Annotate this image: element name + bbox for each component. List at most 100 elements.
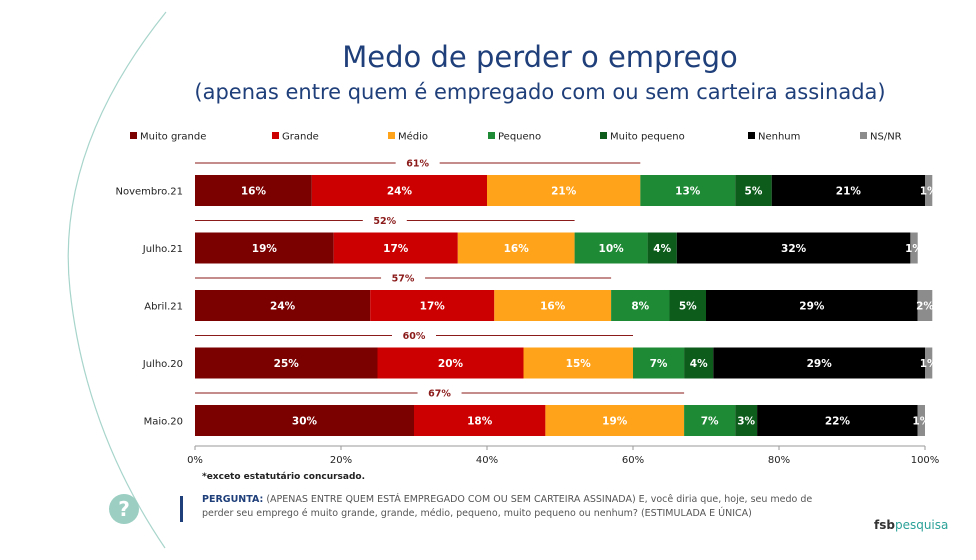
bar-segment	[311, 175, 487, 206]
bar-segment	[684, 347, 714, 379]
bar-segment	[917, 405, 925, 436]
data-label: 13%	[675, 186, 701, 198]
legend-label: Muito grande	[140, 132, 206, 143]
data-label: 7%	[650, 358, 668, 370]
footnote: *exceto estatutário concursado.	[202, 472, 366, 482]
data-label: 19%	[252, 243, 278, 255]
bar-segment	[414, 405, 546, 436]
bar-segment	[195, 290, 371, 321]
legend-label: Grande	[282, 132, 319, 143]
data-label: 16%	[540, 301, 566, 313]
bar-segment	[757, 405, 918, 436]
legend-label: Muito pequeno	[610, 132, 685, 143]
data-label: 5%	[679, 301, 697, 313]
annotation-label: 67%	[428, 389, 451, 400]
x-tick-label: 40%	[476, 455, 498, 466]
data-label: 24%	[270, 301, 296, 313]
bar-segment	[195, 347, 378, 379]
x-tick-label: 0%	[187, 455, 203, 466]
bar-segment	[633, 347, 685, 379]
data-label: 15%	[566, 358, 592, 370]
bar-segment	[910, 232, 918, 264]
bar-segment	[195, 405, 414, 436]
x-tick-label: 100%	[911, 455, 940, 466]
bar-segment	[917, 290, 933, 321]
logo-part-fsb: fsb	[874, 518, 895, 532]
bar-segment	[333, 232, 458, 264]
x-tick-label: 20%	[330, 455, 352, 466]
bar-segment	[494, 290, 612, 321]
data-label: 32%	[781, 243, 807, 255]
data-label: 16%	[504, 243, 530, 255]
category-label: Julho.20	[142, 359, 183, 370]
data-label: 16%	[241, 186, 267, 198]
legend-label: NS/NR	[870, 132, 902, 143]
bar-segment	[457, 232, 575, 264]
data-label: 3%	[737, 416, 755, 428]
data-label: 22%	[825, 416, 851, 428]
legend-label: Nenhum	[758, 132, 800, 143]
data-label: 29%	[807, 358, 833, 370]
bar-segment	[487, 175, 641, 206]
category-label: Julho.21	[142, 244, 183, 255]
question-body: (APENAS ENTRE QUEM ESTÁ EMPREGADO COM OU…	[202, 494, 813, 519]
data-label: 8%	[631, 301, 649, 313]
bar-segment	[523, 347, 633, 379]
annotation-label: 60%	[403, 331, 426, 342]
bar-segment	[640, 175, 736, 206]
data-label: 21%	[836, 186, 862, 198]
bar-segment	[684, 405, 736, 436]
data-label: 17%	[420, 301, 446, 313]
bar-segment	[377, 347, 524, 379]
stacked-bar-chart: Muito grande Grande Médio Pequeno Muito pequ…	[116, 131, 940, 467]
annotation-label: 57%	[392, 274, 415, 285]
data-label: 18%	[467, 416, 493, 428]
legend-swatch	[272, 132, 279, 139]
bar-segment	[925, 347, 933, 379]
legend-swatch	[388, 132, 395, 139]
data-label: 1%	[912, 416, 930, 428]
data-label: 29%	[799, 301, 825, 313]
bar-segment	[574, 232, 648, 264]
bar-segment	[647, 232, 677, 264]
legend-swatch	[860, 132, 867, 139]
legend-swatch	[488, 132, 495, 139]
data-label: 20%	[438, 358, 464, 370]
data-label: 2%	[916, 301, 934, 313]
question-label: PERGUNTA:	[202, 494, 264, 505]
chart-title: Medo de perder o emprego	[342, 40, 738, 74]
data-label: 25%	[274, 358, 300, 370]
bar-segment	[771, 175, 925, 206]
legend-swatch	[600, 132, 607, 139]
chart-subtitle: (apenas entre quem é empregado com ou se…	[194, 80, 886, 104]
bar-segment	[706, 290, 918, 321]
legend-swatch	[748, 132, 755, 139]
data-label: 19%	[602, 416, 628, 428]
bar-segment	[735, 405, 758, 436]
bar-segment	[370, 290, 495, 321]
legend-label: Pequeno	[498, 132, 541, 143]
data-label: 4%	[690, 358, 708, 370]
category-label: Abril.21	[144, 302, 183, 313]
bar-segment	[195, 175, 312, 206]
data-label: 1%	[920, 186, 938, 198]
fsb-logo: fsbpesquisa	[874, 518, 948, 532]
bar-segment	[713, 347, 925, 379]
legend-swatch	[130, 132, 137, 139]
bar-segment	[545, 405, 685, 436]
bar-segment	[925, 175, 933, 206]
question-accent-bar	[180, 496, 183, 522]
data-label: 1%	[905, 243, 923, 255]
logo-part-pesquisa: pesquisa	[894, 518, 949, 532]
data-label: 17%	[383, 243, 409, 255]
data-label: 10%	[599, 243, 625, 255]
data-label: 4%	[653, 243, 671, 255]
help-icon[interactable]: ?	[109, 494, 139, 524]
annotation-label: 52%	[373, 216, 396, 227]
bar-segment	[611, 290, 670, 321]
data-label: 30%	[292, 416, 318, 428]
data-label: 21%	[551, 186, 577, 198]
data-label: 1%	[920, 358, 938, 370]
category-label: Maio.20	[144, 417, 183, 428]
